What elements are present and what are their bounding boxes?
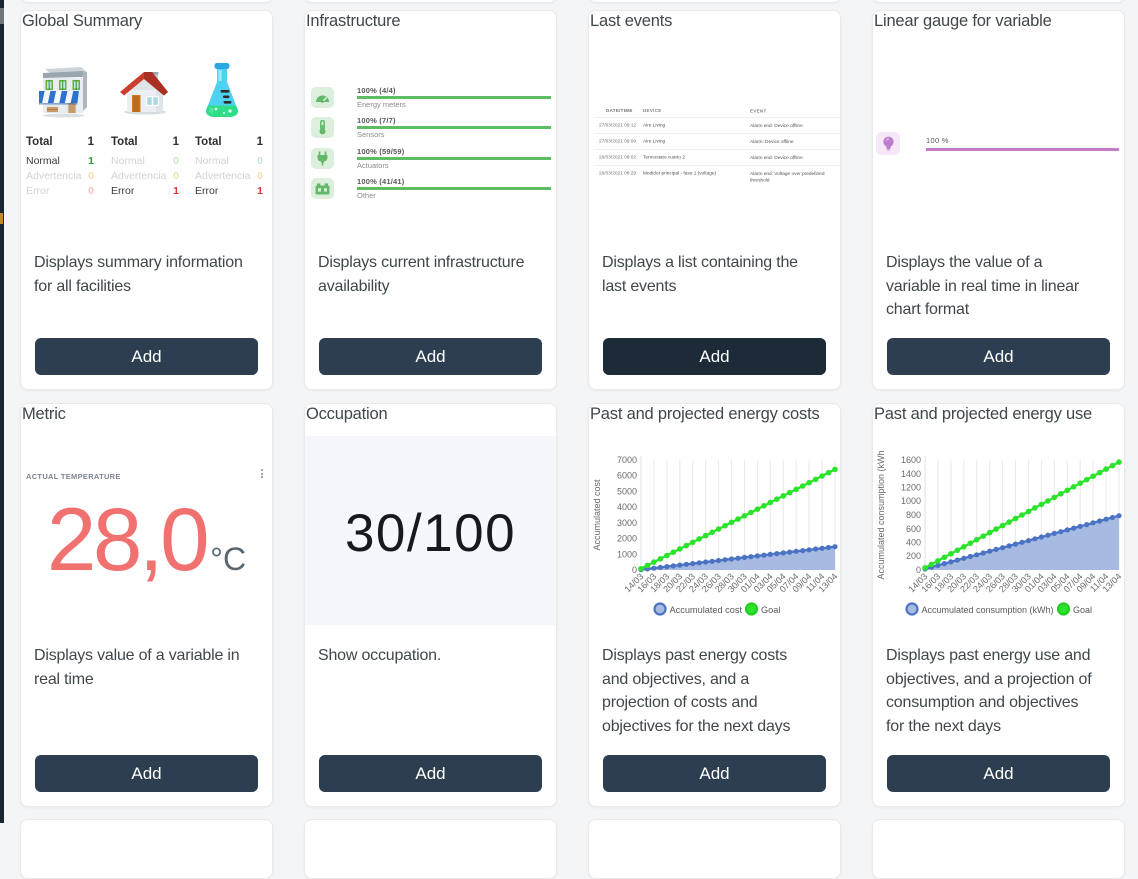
svg-text:800: 800 <box>906 510 921 520</box>
svg-text:Goal: Goal <box>1073 605 1092 615</box>
svg-text:4000: 4000 <box>617 502 637 512</box>
svg-text:3000: 3000 <box>617 518 637 528</box>
svg-text:1000: 1000 <box>901 496 921 506</box>
svg-text:7000: 7000 <box>617 455 637 465</box>
svg-text:Accumulated cost: Accumulated cost <box>592 479 602 551</box>
svg-text:Accumulated consumption (kWh): Accumulated consumption (kWh) <box>922 605 1054 615</box>
svg-text:1200: 1200 <box>901 483 921 493</box>
svg-text:1400: 1400 <box>901 469 921 479</box>
svg-text:6000: 6000 <box>617 471 637 481</box>
svg-text:Accumulated cost: Accumulated cost <box>670 605 743 615</box>
svg-text:400: 400 <box>906 538 921 548</box>
svg-text:600: 600 <box>906 524 921 534</box>
svg-text:1000: 1000 <box>617 549 637 559</box>
svg-text:Goal: Goal <box>761 605 780 615</box>
svg-text:200: 200 <box>906 551 921 561</box>
svg-text:5000: 5000 <box>617 486 637 496</box>
svg-text:2000: 2000 <box>617 534 637 544</box>
svg-text:0: 0 <box>916 565 921 575</box>
svg-text:Accumulated consumption (kWh: Accumulated consumption (kWh <box>876 450 886 579</box>
svg-text:0: 0 <box>632 565 637 575</box>
svg-text:1600: 1600 <box>901 455 921 465</box>
